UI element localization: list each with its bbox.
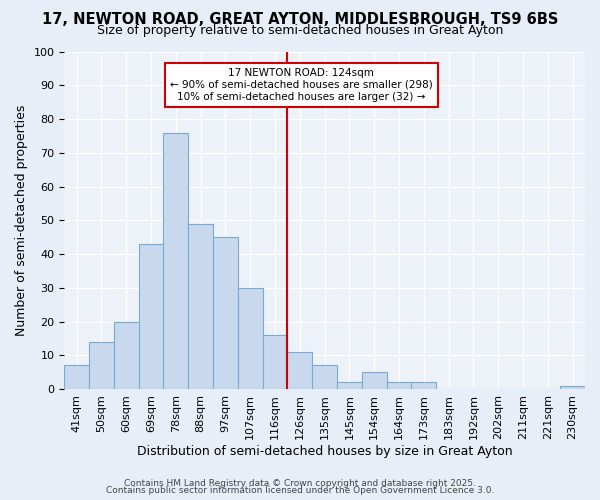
Text: Contains public sector information licensed under the Open Government Licence 3.: Contains public sector information licen… — [106, 486, 494, 495]
Y-axis label: Number of semi-detached properties: Number of semi-detached properties — [15, 104, 28, 336]
Text: 17, NEWTON ROAD, GREAT AYTON, MIDDLESBROUGH, TS9 6BS: 17, NEWTON ROAD, GREAT AYTON, MIDDLESBRO… — [42, 12, 558, 28]
Bar — [188, 224, 213, 389]
Text: Size of property relative to semi-detached houses in Great Ayton: Size of property relative to semi-detach… — [97, 24, 503, 37]
Bar — [213, 237, 238, 389]
Bar — [362, 372, 386, 389]
Bar — [114, 322, 139, 389]
Text: Contains HM Land Registry data © Crown copyright and database right 2025.: Contains HM Land Registry data © Crown c… — [124, 478, 476, 488]
Bar — [560, 386, 585, 389]
Bar — [263, 335, 287, 389]
Bar — [238, 288, 263, 389]
Text: 17 NEWTON ROAD: 124sqm
← 90% of semi-detached houses are smaller (298)
10% of se: 17 NEWTON ROAD: 124sqm ← 90% of semi-det… — [170, 68, 433, 102]
Bar — [139, 244, 163, 389]
Bar — [312, 366, 337, 389]
X-axis label: Distribution of semi-detached houses by size in Great Ayton: Distribution of semi-detached houses by … — [137, 444, 512, 458]
Bar — [163, 132, 188, 389]
Bar — [337, 382, 362, 389]
Bar — [412, 382, 436, 389]
Bar — [287, 352, 312, 389]
Bar — [386, 382, 412, 389]
Bar — [89, 342, 114, 389]
Bar — [64, 366, 89, 389]
